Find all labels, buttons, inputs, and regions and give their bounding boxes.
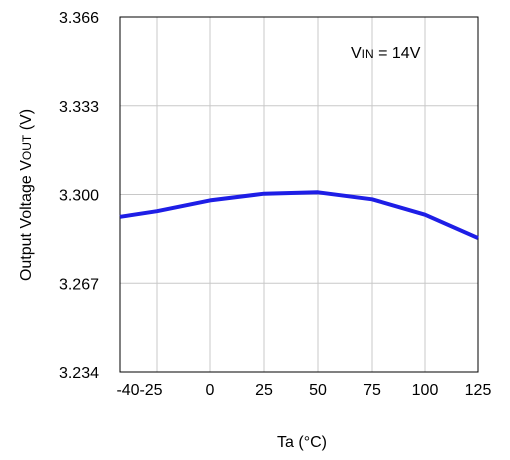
plot-frame (119, 16, 479, 373)
x-tick-label: 0 (206, 382, 215, 399)
y-axis-label: Output Voltage VOUT (V) (18, 109, 35, 281)
annotation-sub: IN (362, 47, 374, 61)
series-line (119, 190, 479, 240)
y-tick-label: 3.234 (59, 365, 99, 382)
x-tick-labels: -40 -25 0 25 50 75 100 125 (116, 382, 491, 399)
x-tick-label: 25 (255, 382, 273, 399)
x-tick-label: -40 (116, 382, 139, 399)
y-axis-label-unit: (V) (18, 109, 35, 135)
series-layer (119, 190, 479, 240)
x-tick-label: 125 (465, 382, 492, 399)
grid (120, 17, 478, 372)
condition-annotation: VIN = 14V (351, 45, 421, 62)
x-tick-label: 50 (309, 382, 327, 399)
y-tick-labels: 3.234 3.267 3.300 3.333 3.366 (59, 10, 99, 382)
x-tick-label: 75 (363, 382, 381, 399)
y-tick-label: 3.333 (59, 99, 99, 116)
x-axis-label: Ta (°C) (277, 434, 327, 451)
y-axis-label-sub: OUT (20, 134, 34, 160)
y-tick-label: 3.300 (59, 188, 99, 205)
x-tick-label: -25 (139, 382, 162, 399)
annotation-value: = 14V (374, 45, 421, 62)
x-tick-label: 100 (412, 382, 439, 399)
y-axis-label-main: Output Voltage V (18, 160, 35, 281)
y-tick-label: 3.267 (59, 276, 99, 293)
annotation-main: V (351, 45, 362, 62)
y-tick-label: 3.366 (59, 10, 99, 27)
